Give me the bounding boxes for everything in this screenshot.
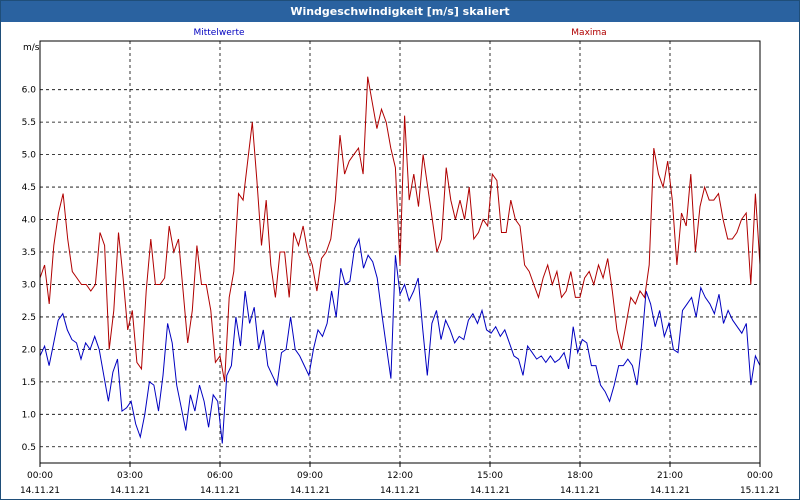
x-tick-date: 14.11.21 [20, 486, 60, 496]
x-tick-date: 14.11.21 [560, 486, 600, 496]
x-tick-time: 18:00 [567, 471, 593, 481]
y-tick-label: 3.0 [22, 280, 37, 290]
x-tick-date: 14.11.21 [650, 486, 690, 496]
x-tick-time: 00:00 [747, 471, 773, 481]
series-line-maxima [39, 76, 761, 382]
y-axis-label: m/s [23, 43, 40, 53]
y-tick-label: 6.0 [22, 86, 37, 96]
y-tick-labels: 0.5 1.0 1.5 2.0 2.5 3.0 3.5 4.0 4.5 5.0 5.5 6.0 [22, 86, 37, 453]
x-tick-date: 15.11.21 [740, 486, 780, 496]
legend-maxima: Maxima [571, 28, 606, 38]
x-tick-time: 12:00 [387, 471, 413, 481]
y-tick-label: 5.0 [22, 151, 37, 161]
x-tick-time: 06:00 [207, 471, 233, 481]
series-lines [39, 76, 761, 444]
y-tick-label: 2.5 [22, 313, 36, 323]
y-tick-label: 3.5 [22, 248, 36, 258]
y-tick-label: 2.0 [22, 345, 37, 355]
x-tick-time: 03:00 [117, 471, 143, 481]
x-tick-time: 15:00 [477, 471, 503, 481]
x-tick-date: 14.11.21 [290, 486, 330, 496]
series-line-mittelwerte [39, 237, 761, 444]
x-tick-date: 14.11.21 [110, 486, 150, 496]
x-tick-labels: 00:00 14.11.21 03:00 14.11.21 06:00 14.11.21 0… [20, 463, 780, 496]
y-tick-label: 0.5 [22, 443, 36, 453]
y-tick-label: 4.0 [22, 216, 37, 226]
x-tick-date: 14.11.21 [380, 486, 420, 496]
y-tick-label: 5.5 [22, 118, 36, 128]
y-tick-label: 1.5 [22, 378, 36, 388]
legend-mittelwerte: Mittelwerte [193, 28, 244, 38]
x-tick-time: 00:00 [27, 471, 53, 481]
y-tick-label: 4.5 [22, 183, 36, 193]
y-tick-label: 1.0 [22, 410, 37, 420]
window-title: Windgeschwindigkeit [m/s] skaliert [1, 1, 799, 22]
x-tick-time: 21:00 [657, 471, 683, 481]
x-tick-date: 14.11.21 [470, 486, 510, 496]
x-tick-date: 14.11.21 [200, 486, 240, 496]
x-tick-time: 09:00 [297, 471, 323, 481]
